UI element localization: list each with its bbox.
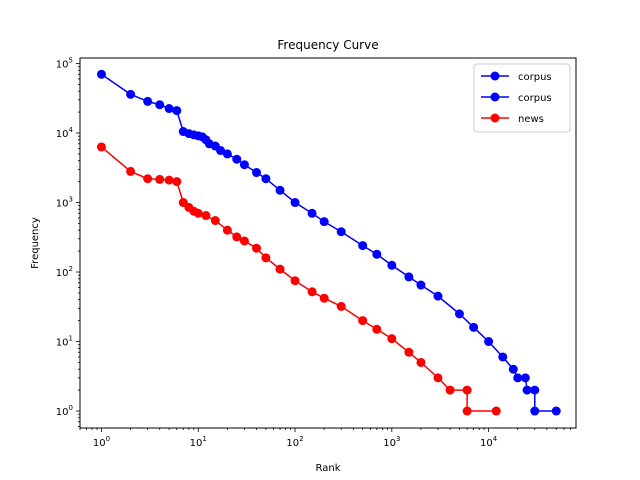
x-tick-label: 102 <box>286 435 303 449</box>
data-point <box>201 211 211 221</box>
data-point <box>336 227 346 237</box>
data-point <box>307 208 317 218</box>
legend-label: corpus <box>518 72 552 83</box>
data-point <box>508 364 518 374</box>
data-point <box>462 385 472 395</box>
data-point <box>319 217 329 227</box>
data-point <box>193 208 203 218</box>
data-point <box>319 293 329 303</box>
data-point <box>530 406 540 416</box>
data-point <box>520 373 530 383</box>
data-point <box>551 406 561 416</box>
data-point <box>155 174 165 184</box>
data-point <box>513 373 523 383</box>
y-tick-label: 102 <box>56 265 73 279</box>
y-axis-label: Frequency <box>30 217 41 269</box>
data-point <box>143 174 153 184</box>
data-point <box>164 104 174 114</box>
data-point <box>239 236 249 246</box>
data-point <box>307 287 317 297</box>
data-point <box>387 260 397 270</box>
data-point <box>416 357 426 367</box>
data-point <box>252 243 262 253</box>
series-corpus-0 <box>96 69 561 416</box>
y-tick-label: 100 <box>56 404 73 418</box>
legend-item: corpus <box>481 92 552 104</box>
data-point <box>261 253 271 263</box>
legend-marker <box>490 113 500 123</box>
data-point <box>126 89 136 99</box>
data-point <box>96 69 106 79</box>
series-news-2 <box>96 142 501 416</box>
data-point <box>358 241 368 251</box>
data-point <box>433 373 443 383</box>
data-point <box>275 185 285 195</box>
data-point <box>404 272 414 282</box>
data-point <box>433 291 443 301</box>
data-point <box>445 385 455 395</box>
data-point <box>484 337 494 347</box>
y-tick-label: 104 <box>56 126 74 140</box>
data-point <box>252 168 262 178</box>
x-tick-label: 103 <box>383 435 400 449</box>
data-point <box>143 96 153 106</box>
legend: corpus corpus news <box>473 63 571 133</box>
data-point <box>164 175 174 185</box>
data-point <box>372 249 382 259</box>
x-axis-label: Rank <box>316 463 341 474</box>
legend-label: corpus <box>518 93 552 104</box>
x-tick-label: 104 <box>480 435 498 449</box>
data-point <box>222 225 232 235</box>
data-point <box>261 174 271 184</box>
data-point <box>275 264 285 274</box>
data-point <box>290 198 300 208</box>
data-point <box>232 232 242 242</box>
data-point <box>126 166 136 176</box>
x-tick-label: 101 <box>190 435 207 449</box>
legend-item: corpus <box>481 71 552 83</box>
x-axis: 100 101 102 103 104 <box>79 428 571 449</box>
data-point <box>358 316 368 326</box>
data-point <box>96 142 106 152</box>
legend-marker <box>490 71 500 81</box>
data-point <box>210 216 220 226</box>
y-tick-label: 103 <box>56 196 73 210</box>
y-axis: 100 101 102 103 104 105 <box>56 57 80 427</box>
y-tick-label: 101 <box>56 335 73 349</box>
data-point <box>454 309 464 319</box>
data-point <box>530 385 540 395</box>
data-point <box>336 301 346 311</box>
data-point <box>222 149 232 159</box>
data-point <box>469 322 479 332</box>
data-point <box>462 406 472 416</box>
data-point <box>172 106 182 116</box>
data-point <box>416 280 426 290</box>
data-point <box>387 334 397 344</box>
data-point <box>491 406 501 416</box>
x-tick-label: 100 <box>93 435 110 449</box>
data-point <box>172 177 182 187</box>
plot-area <box>96 69 561 416</box>
legend-marker <box>490 92 500 102</box>
plot-frame <box>79 57 577 429</box>
chart-title: Frequency Curve <box>277 38 378 52</box>
data-point <box>216 146 226 156</box>
data-point <box>239 160 249 170</box>
data-point <box>522 385 532 395</box>
data-point <box>155 100 165 110</box>
data-point <box>498 352 508 362</box>
legend-item: news <box>481 113 544 125</box>
data-point <box>404 347 414 357</box>
data-point <box>372 324 382 334</box>
legend-label: news <box>518 114 544 125</box>
y-tick-label: 105 <box>56 57 73 71</box>
data-point <box>232 154 242 164</box>
data-point <box>290 276 300 286</box>
